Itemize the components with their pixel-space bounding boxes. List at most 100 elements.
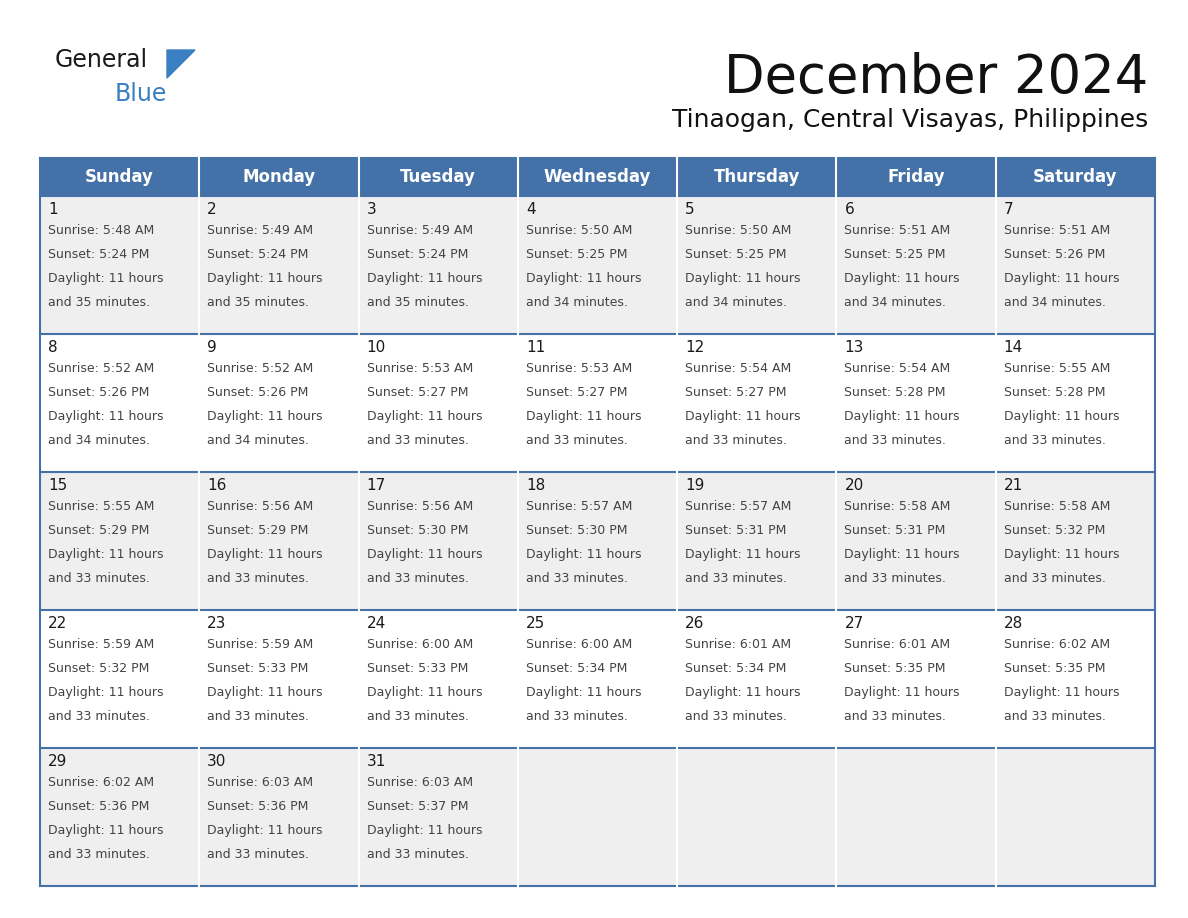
Text: Sunrise: 6:03 AM: Sunrise: 6:03 AM (207, 776, 314, 789)
Text: Sunset: 5:28 PM: Sunset: 5:28 PM (1004, 386, 1105, 399)
Text: and 33 minutes.: and 33 minutes. (207, 848, 309, 861)
Text: Friday: Friday (887, 168, 944, 186)
Bar (677, 610, 836, 748)
Text: and 34 minutes.: and 34 minutes. (48, 434, 150, 447)
Text: Sunset: 5:30 PM: Sunset: 5:30 PM (526, 524, 627, 537)
Text: and 33 minutes.: and 33 minutes. (48, 848, 150, 861)
Text: Sunset: 5:25 PM: Sunset: 5:25 PM (685, 248, 786, 261)
Text: 15: 15 (48, 478, 68, 493)
Text: 16: 16 (207, 478, 227, 493)
Text: and 33 minutes.: and 33 minutes. (845, 572, 947, 585)
Text: Sunrise: 5:55 AM: Sunrise: 5:55 AM (48, 500, 154, 513)
Text: Sunset: 5:33 PM: Sunset: 5:33 PM (207, 662, 309, 675)
Text: Sunset: 5:24 PM: Sunset: 5:24 PM (48, 248, 150, 261)
Text: Sunrise: 6:01 AM: Sunrise: 6:01 AM (685, 638, 791, 651)
Text: Sunset: 5:32 PM: Sunset: 5:32 PM (48, 662, 150, 675)
Text: 7: 7 (1004, 202, 1013, 217)
Text: and 33 minutes.: and 33 minutes. (367, 434, 468, 447)
Bar (359, 472, 518, 610)
Text: Daylight: 11 hours: Daylight: 11 hours (845, 410, 960, 423)
Text: General: General (55, 48, 148, 72)
Bar (518, 610, 677, 748)
Text: Daylight: 11 hours: Daylight: 11 hours (48, 410, 164, 423)
Bar (200, 472, 359, 610)
Text: Daylight: 11 hours: Daylight: 11 hours (845, 272, 960, 285)
Bar (40, 158, 200, 196)
Text: Daylight: 11 hours: Daylight: 11 hours (367, 824, 482, 837)
Text: Sunset: 5:28 PM: Sunset: 5:28 PM (845, 386, 946, 399)
Text: Daylight: 11 hours: Daylight: 11 hours (207, 272, 323, 285)
Text: Thursday: Thursday (714, 168, 800, 186)
Text: and 33 minutes.: and 33 minutes. (526, 434, 627, 447)
Text: Monday: Monday (242, 168, 316, 186)
Text: Sunset: 5:36 PM: Sunset: 5:36 PM (207, 800, 309, 813)
Text: Daylight: 11 hours: Daylight: 11 hours (367, 272, 482, 285)
Text: Daylight: 11 hours: Daylight: 11 hours (526, 410, 642, 423)
Text: and 33 minutes.: and 33 minutes. (1004, 710, 1106, 723)
Text: Daylight: 11 hours: Daylight: 11 hours (526, 272, 642, 285)
Text: Daylight: 11 hours: Daylight: 11 hours (48, 272, 164, 285)
Text: Daylight: 11 hours: Daylight: 11 hours (1004, 272, 1119, 285)
Text: Sunset: 5:26 PM: Sunset: 5:26 PM (207, 386, 309, 399)
Bar (677, 158, 836, 196)
Text: and 34 minutes.: and 34 minutes. (526, 296, 627, 309)
Text: Daylight: 11 hours: Daylight: 11 hours (685, 272, 801, 285)
Text: Daylight: 11 hours: Daylight: 11 hours (1004, 410, 1119, 423)
Text: 8: 8 (48, 340, 58, 355)
Bar (359, 748, 518, 886)
Text: 18: 18 (526, 478, 545, 493)
Text: and 33 minutes.: and 33 minutes. (526, 710, 627, 723)
Text: Sunrise: 5:53 AM: Sunrise: 5:53 AM (367, 362, 473, 375)
Text: and 33 minutes.: and 33 minutes. (207, 572, 309, 585)
Text: and 35 minutes.: and 35 minutes. (367, 296, 468, 309)
Bar (996, 748, 1155, 886)
Text: Sunset: 5:34 PM: Sunset: 5:34 PM (526, 662, 627, 675)
Text: Blue: Blue (115, 82, 168, 106)
Text: Sunset: 5:24 PM: Sunset: 5:24 PM (367, 248, 468, 261)
Text: and 33 minutes.: and 33 minutes. (207, 710, 309, 723)
Text: Daylight: 11 hours: Daylight: 11 hours (207, 410, 323, 423)
Text: Daylight: 11 hours: Daylight: 11 hours (526, 548, 642, 561)
Text: Sunrise: 5:58 AM: Sunrise: 5:58 AM (1004, 500, 1110, 513)
Text: Tuesday: Tuesday (400, 168, 476, 186)
Bar (200, 158, 359, 196)
Text: Sunset: 5:35 PM: Sunset: 5:35 PM (1004, 662, 1105, 675)
Text: December 2024: December 2024 (723, 52, 1148, 104)
Bar (359, 196, 518, 334)
Text: 2: 2 (207, 202, 217, 217)
Text: and 33 minutes.: and 33 minutes. (845, 710, 947, 723)
Text: Daylight: 11 hours: Daylight: 11 hours (48, 548, 164, 561)
Text: Sunrise: 5:58 AM: Sunrise: 5:58 AM (845, 500, 950, 513)
Text: and 34 minutes.: and 34 minutes. (685, 296, 786, 309)
Text: Daylight: 11 hours: Daylight: 11 hours (1004, 548, 1119, 561)
Text: Sunset: 5:25 PM: Sunset: 5:25 PM (845, 248, 946, 261)
Text: Sunset: 5:26 PM: Sunset: 5:26 PM (48, 386, 150, 399)
Text: Daylight: 11 hours: Daylight: 11 hours (845, 548, 960, 561)
Text: and 33 minutes.: and 33 minutes. (1004, 434, 1106, 447)
Text: 9: 9 (207, 340, 217, 355)
Text: Daylight: 11 hours: Daylight: 11 hours (207, 686, 323, 699)
Text: Sunset: 5:35 PM: Sunset: 5:35 PM (845, 662, 946, 675)
Text: Sunrise: 5:56 AM: Sunrise: 5:56 AM (367, 500, 473, 513)
Bar (996, 158, 1155, 196)
Text: 13: 13 (845, 340, 864, 355)
Text: 25: 25 (526, 616, 545, 631)
Text: Sunset: 5:37 PM: Sunset: 5:37 PM (367, 800, 468, 813)
Text: and 33 minutes.: and 33 minutes. (48, 572, 150, 585)
Text: Sunset: 5:36 PM: Sunset: 5:36 PM (48, 800, 150, 813)
Text: Sunrise: 5:52 AM: Sunrise: 5:52 AM (207, 362, 314, 375)
Text: 21: 21 (1004, 478, 1023, 493)
Text: 23: 23 (207, 616, 227, 631)
Text: Saturday: Saturday (1034, 168, 1118, 186)
Bar (677, 748, 836, 886)
Text: 22: 22 (48, 616, 68, 631)
Text: Sunrise: 5:49 AM: Sunrise: 5:49 AM (367, 224, 473, 237)
Text: and 33 minutes.: and 33 minutes. (685, 710, 786, 723)
Bar (200, 334, 359, 472)
Text: Sunrise: 5:50 AM: Sunrise: 5:50 AM (526, 224, 632, 237)
Text: Sunset: 5:29 PM: Sunset: 5:29 PM (207, 524, 309, 537)
Text: and 33 minutes.: and 33 minutes. (685, 572, 786, 585)
Text: Sunset: 5:31 PM: Sunset: 5:31 PM (685, 524, 786, 537)
Text: Daylight: 11 hours: Daylight: 11 hours (48, 824, 164, 837)
Text: 3: 3 (367, 202, 377, 217)
